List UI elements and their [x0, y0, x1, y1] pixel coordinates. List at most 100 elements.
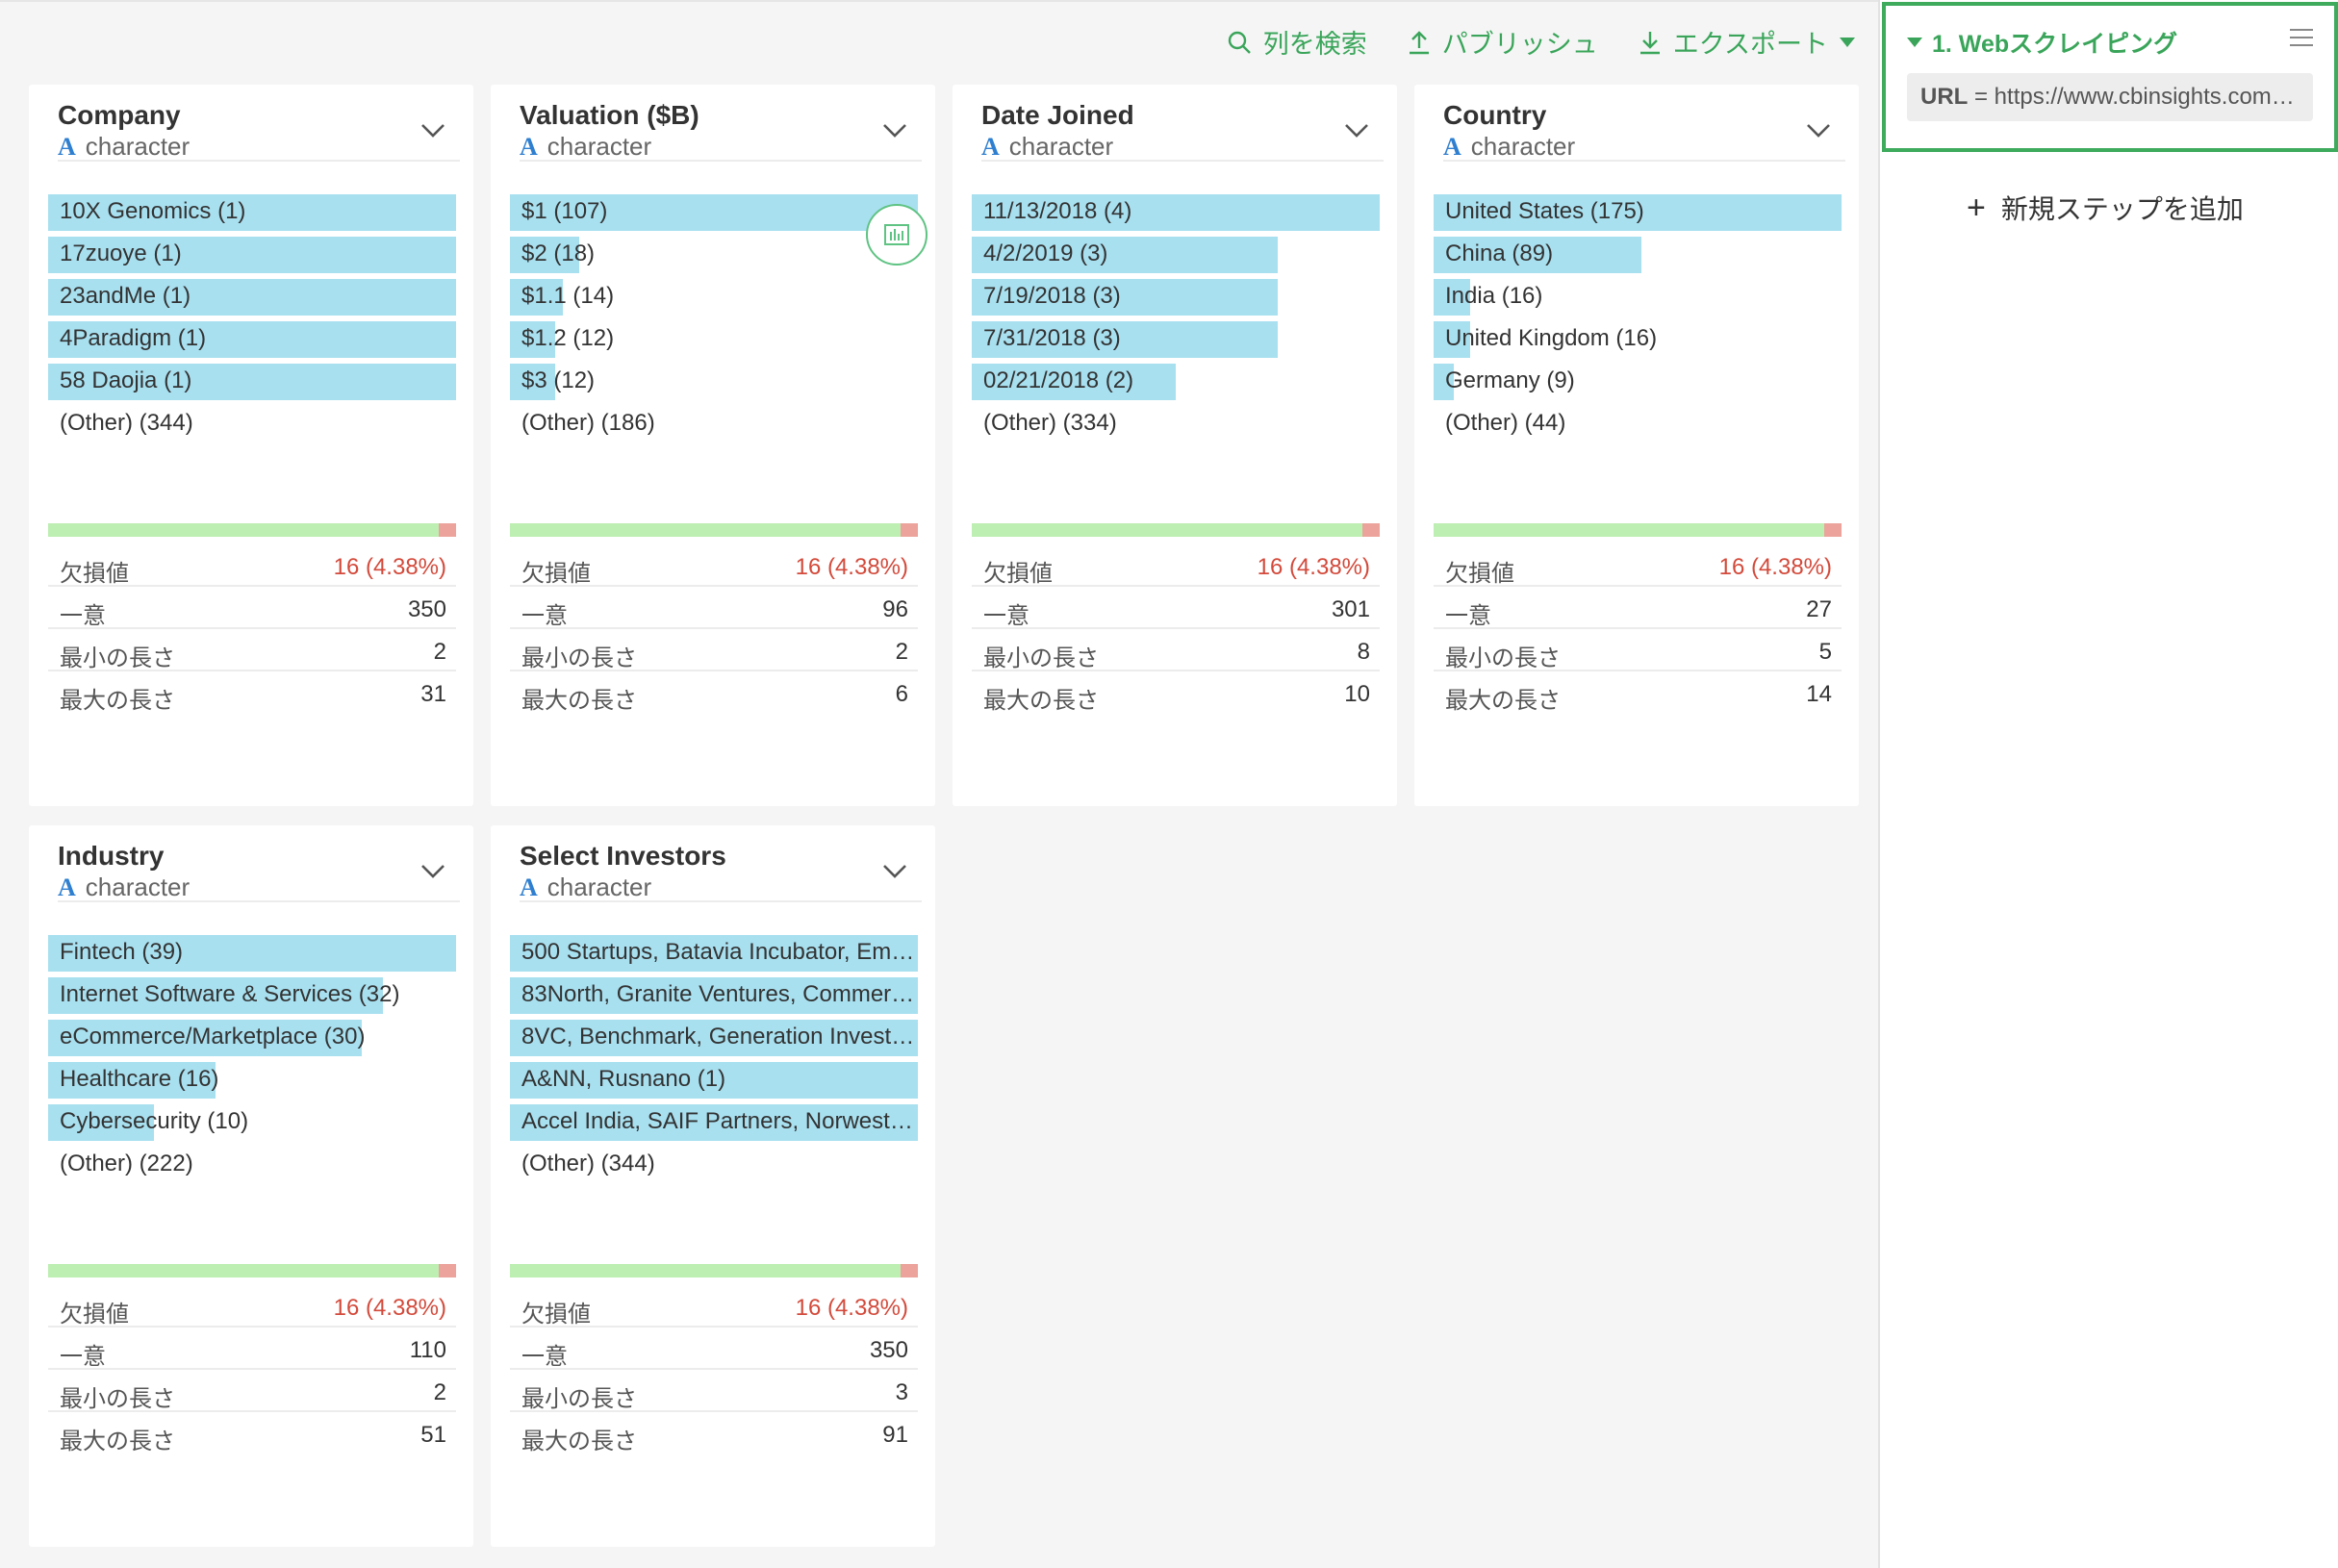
value-bar-label: 4/2/2019 (3) — [983, 240, 1108, 266]
value-bar-row[interactable]: Cybersecurity (10) — [48, 1100, 456, 1143]
column-stats: 欠損値 16 (4.38%) 一意 110 最小の長さ 2 最大の長さ 51 — [48, 1285, 456, 1454]
add-step-button[interactable]: + 新規ステップを追加 — [1967, 189, 2244, 227]
data-quality-bar[interactable] — [48, 523, 456, 537]
value-bar-row[interactable]: 23andMe (1) — [48, 275, 456, 317]
stat-label: 最小の長さ — [521, 645, 637, 671]
stat-value: 16 (4.38%) — [795, 1295, 908, 1321]
value-bar-row[interactable]: $1 (107) — [510, 190, 918, 233]
value-bar-row[interactable]: 8VC, Benchmark, Generation Investment Ma… — [510, 1016, 918, 1058]
other-values-label: (Other) (344) — [60, 410, 193, 436]
data-quality-bar[interactable] — [510, 523, 918, 537]
stat-value: 14 — [1806, 681, 1832, 707]
other-values-row[interactable]: (Other) (334) — [972, 402, 1380, 444]
other-values-row[interactable]: (Other) (344) — [48, 402, 456, 444]
value-bar-row[interactable]: United States (175) — [1434, 190, 1842, 233]
value-bar-row[interactable]: $1.2 (12) — [510, 317, 918, 360]
value-bar — [510, 194, 918, 231]
data-quality-bar[interactable] — [48, 1264, 456, 1277]
value-bar-row[interactable]: 58 Daojia (1) — [48, 360, 456, 402]
value-bar-row[interactable]: 4Paradigm (1) — [48, 317, 456, 360]
max-length-stat: 最大の長さ 91 — [510, 1412, 918, 1454]
value-bar-row[interactable]: 10X Genomics (1) — [48, 190, 456, 233]
value-bar-row[interactable]: 7/31/2018 (3) — [972, 317, 1380, 360]
character-type-icon: A — [58, 873, 76, 901]
hamburger-menu-icon[interactable] — [2290, 29, 2313, 48]
stat-label: 一意 — [983, 603, 1029, 629]
other-values-row[interactable]: (Other) (344) — [510, 1143, 918, 1185]
top-divider — [0, 0, 1878, 2]
value-bar-row[interactable]: India (16) — [1434, 275, 1842, 317]
value-bar-label: $3 (12) — [521, 367, 596, 393]
collapse-caret-icon[interactable] — [1907, 38, 1922, 47]
other-values-row[interactable]: (Other) (186) — [510, 402, 918, 444]
toolbar: 列を検索 パブリッシュ エクスポート — [1227, 23, 1855, 61]
publish-label: パブリッシュ — [1441, 30, 1598, 59]
stat-label: 最小の長さ — [60, 645, 175, 671]
value-bar-label: 8VC, Benchmark, Generation Investment Ma… — [521, 1024, 918, 1050]
column-menu-chevron-icon[interactable] — [419, 121, 446, 140]
chart-view-button[interactable] — [866, 204, 928, 266]
column-menu-chevron-icon[interactable] — [1343, 121, 1370, 140]
value-bar-row[interactable]: 500 Startups, Batavia Incubator, Emtek G… — [510, 931, 918, 974]
data-quality-bar[interactable] — [1434, 523, 1842, 537]
value-bar-row[interactable]: China (89) — [1434, 233, 1842, 275]
value-bar-row[interactable]: Accel India, SAIF Partners, Norwest Vent… — [510, 1100, 918, 1143]
column-menu-chevron-icon[interactable] — [419, 862, 446, 881]
value-bar — [510, 1062, 918, 1099]
value-bar — [972, 321, 1278, 358]
stat-label: 欠損値 — [60, 561, 129, 587]
value-bar-row[interactable]: 4/2/2019 (3) — [972, 233, 1380, 275]
value-bar-row[interactable]: $3 (12) — [510, 360, 918, 402]
value-bar — [48, 1104, 155, 1141]
step-web-scraping[interactable]: 1. Webスクレイピング URL = https://www.cbinsigh… — [1882, 2, 2338, 152]
value-bar-row[interactable]: Fintech (39) — [48, 931, 456, 974]
value-bar-row[interactable]: eCommerce/Marketplace (30) — [48, 1016, 456, 1058]
value-bar-row[interactable]: Healthcare (16) — [48, 1058, 456, 1100]
column-menu-chevron-icon[interactable] — [881, 862, 908, 881]
value-bar-row[interactable]: Germany (9) — [1434, 360, 1842, 402]
value-bar-label: 10X Genomics (1) — [60, 198, 246, 224]
value-bar — [510, 1020, 918, 1056]
stat-value: 301 — [1331, 596, 1370, 622]
value-bar-row[interactable]: Internet Software & Services (32) — [48, 974, 456, 1016]
value-bar — [48, 237, 456, 273]
column-menu-chevron-icon[interactable] — [881, 121, 908, 140]
other-values-row[interactable]: (Other) (222) — [48, 1143, 456, 1185]
stat-value: 51 — [420, 1422, 446, 1448]
url-key: URL — [1920, 84, 1969, 110]
value-bar-row[interactable]: 83North, Granite Ventures, Commerzbank (… — [510, 974, 918, 1016]
value-bar-row[interactable]: 02/21/2018 (2) — [972, 360, 1380, 402]
value-bar — [48, 1020, 363, 1056]
publish-button[interactable]: パブリッシュ — [1408, 23, 1598, 61]
search-columns-button[interactable]: 列を検索 — [1227, 23, 1367, 61]
max-length-stat: 最大の長さ 6 — [510, 671, 918, 714]
stat-label: 欠損値 — [60, 1302, 129, 1328]
data-quality-bar[interactable] — [972, 523, 1380, 537]
data-quality-bar[interactable] — [510, 1264, 918, 1277]
value-bar-row[interactable]: 17zuoye (1) — [48, 233, 456, 275]
column-menu-chevron-icon[interactable] — [1805, 121, 1832, 140]
value-bar — [510, 279, 564, 316]
value-bar-row[interactable]: 11/13/2018 (4) — [972, 190, 1380, 233]
value-bar-row[interactable]: United Kingdom (16) — [1434, 317, 1842, 360]
other-values-row[interactable]: (Other) (44) — [1434, 402, 1842, 444]
value-distribution: 11/13/2018 (4) 4/2/2019 (3) 7/19/2018 (3) 7… — [972, 190, 1380, 444]
unique-stat: 一意 27 — [1434, 587, 1842, 629]
value-bar-label: $1.1 (14) — [521, 283, 615, 309]
step-title[interactable]: 1. Webスクレイピング — [1907, 25, 2177, 60]
column-stats: 欠損値 16 (4.38%) 一意 350 最小の長さ 2 最大の長さ 31 — [48, 544, 456, 714]
value-bar-row[interactable]: $1.1 (14) — [510, 275, 918, 317]
export-button[interactable]: エクスポート — [1639, 23, 1855, 61]
value-bar-row[interactable]: A&NN, Rusnano (1) — [510, 1058, 918, 1100]
value-bar-row[interactable]: $2 (18) — [510, 233, 918, 275]
missing-segment — [1824, 523, 1842, 537]
value-bar-row[interactable]: 7/19/2018 (3) — [972, 275, 1380, 317]
stat-value: 2 — [433, 1379, 446, 1405]
